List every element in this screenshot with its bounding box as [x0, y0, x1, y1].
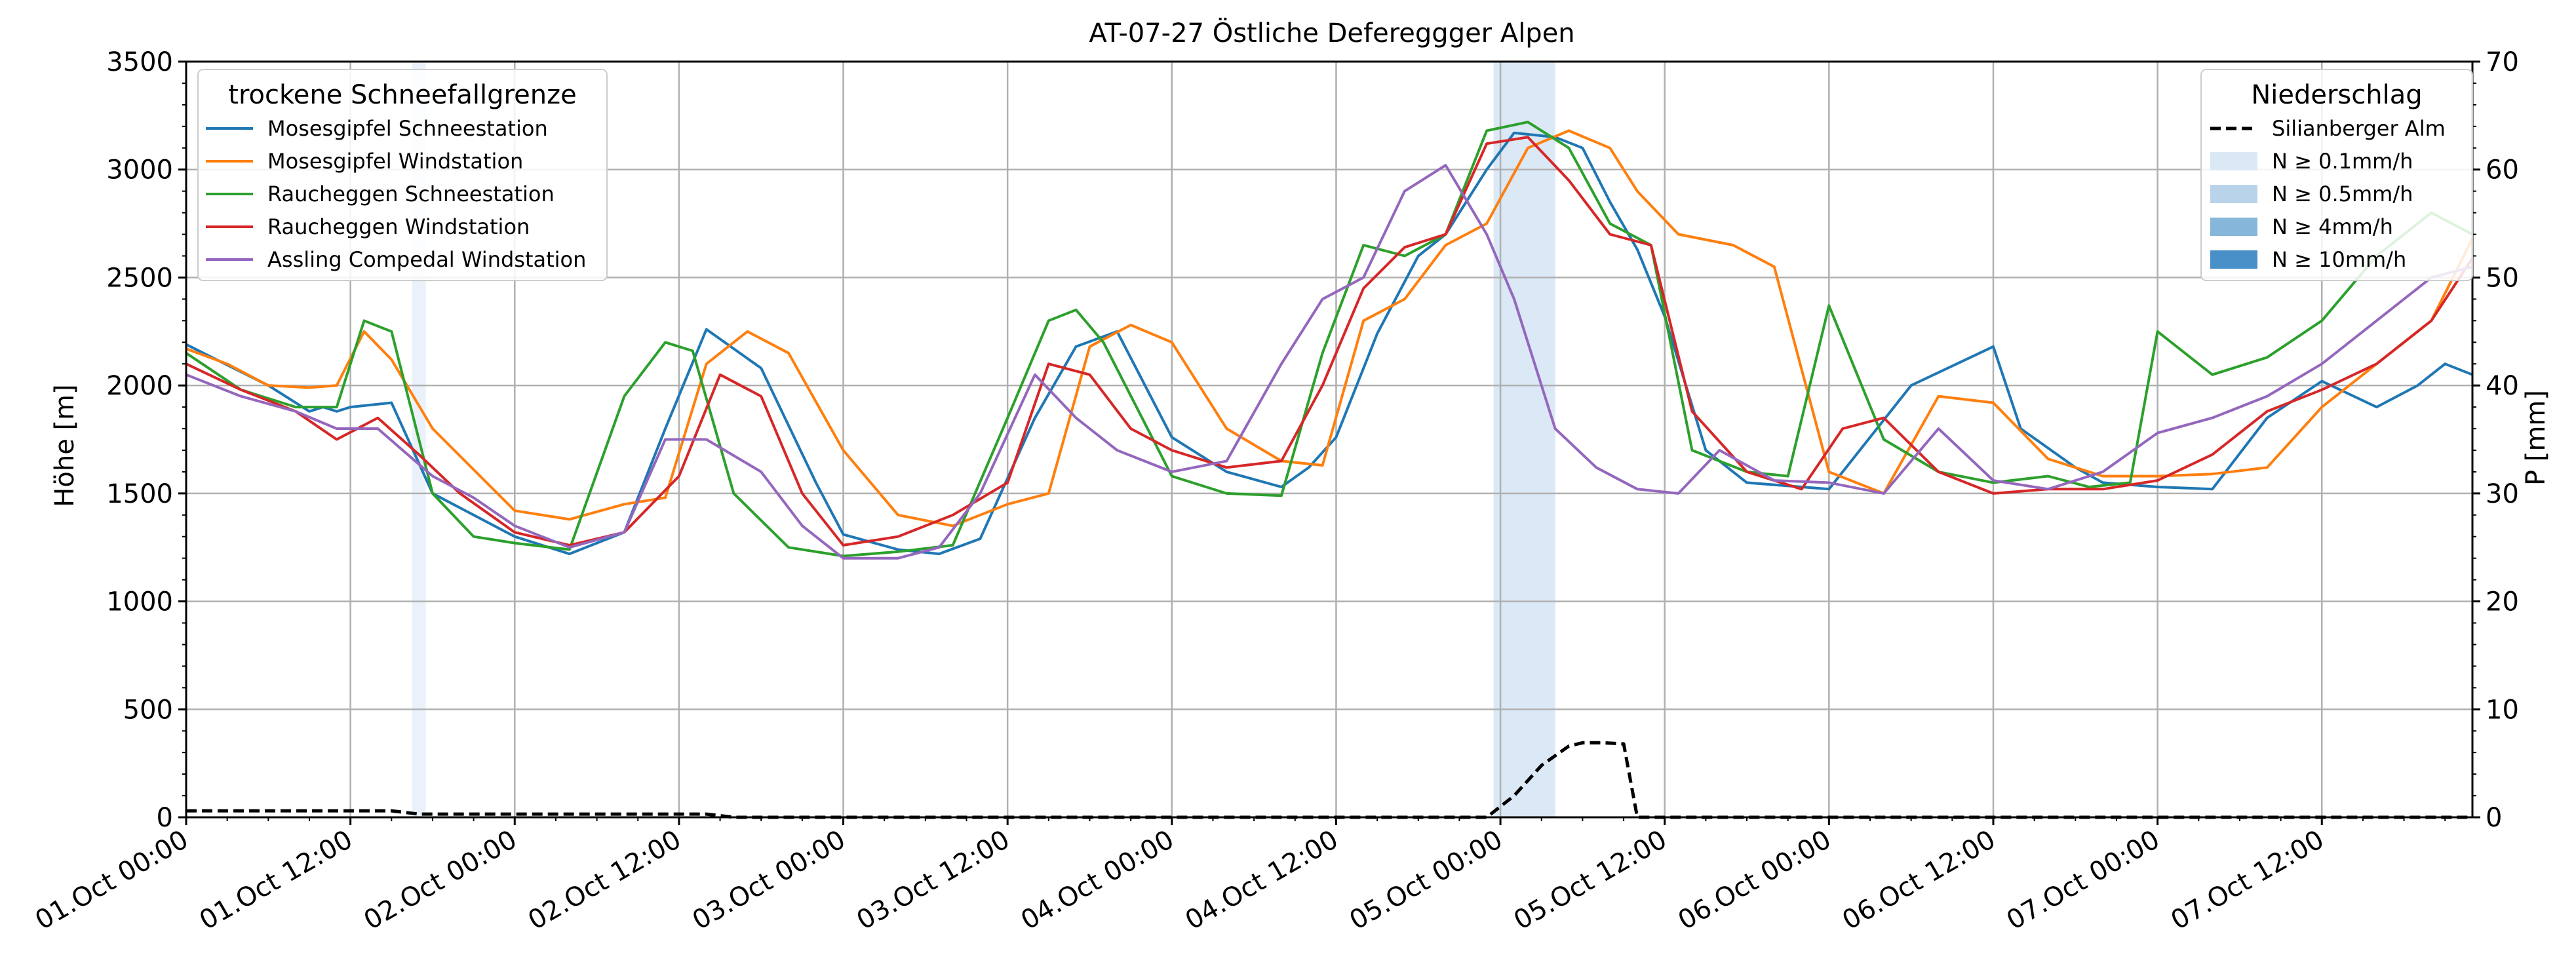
legend-label: N ≥ 10mm/h: [2272, 247, 2406, 272]
legend-label: Mosesgipfel Schneestation: [267, 116, 548, 141]
y2-axis-label: P [mm]: [2521, 390, 2551, 486]
legend-swatch: [2210, 218, 2257, 236]
x-tick-label: 05.Oct 00:00: [1344, 824, 1508, 936]
x-tick-label: 01.Oct 12:00: [195, 824, 358, 936]
y-tick-label: 1000: [106, 587, 173, 617]
y2-tick-label: 0: [2486, 803, 2502, 833]
legend-snowline: trockene Schneefallgrenze Mosesgipfel Sc…: [197, 69, 608, 281]
legend-label: Silianberger Alm: [2272, 116, 2446, 141]
x-tick-label: 04.Oct 12:00: [1181, 824, 1344, 936]
y2-tick-label: 40: [2486, 371, 2519, 401]
legend-precipitation: Niederschlag Silianberger Alm N ≥ 0.1mm/h…: [2200, 69, 2473, 281]
y2-tick-label: 30: [2486, 479, 2519, 509]
y2-tick-label: 20: [2486, 587, 2519, 617]
x-tick-label: 07.Oct 12:00: [2166, 824, 2329, 936]
y-tick-label: 0: [157, 803, 173, 833]
series-line: [185, 129, 2474, 528]
x-tick-label: 06.Oct 00:00: [1673, 824, 1837, 936]
x-tick-label: 03.Oct 00:00: [688, 824, 851, 936]
legend-label: Raucheggen Windstation: [267, 214, 530, 239]
x-tick-label: 05.Oct 12:00: [1509, 824, 1672, 936]
series-line: [186, 741, 2472, 819]
legend-label: N ≥ 4mm/h: [2272, 214, 2393, 239]
y-tick-label: 2500: [106, 263, 173, 293]
series-line: [185, 121, 2473, 558]
legend-label: Mosesgipfel Windstation: [267, 149, 523, 174]
legend-label: Assling Compedal Windstation: [267, 247, 586, 272]
legend-swatch: [2210, 152, 2257, 170]
precip-shade: [1493, 62, 1555, 817]
y-tick-label: 3500: [106, 47, 173, 77]
legend-swatch: [2210, 250, 2257, 269]
series-line: [185, 164, 2473, 560]
legend-label: Raucheggen Schneestation: [267, 182, 555, 206]
legend-label: N ≥ 0.1mm/h: [2272, 149, 2413, 174]
y2-tick-label: 70: [2486, 47, 2519, 77]
legend-swatch: [2210, 185, 2257, 203]
x-tick-label: 02.Oct 12:00: [523, 824, 686, 936]
x-tick-label: 04.Oct 00:00: [1016, 824, 1179, 936]
y2-tick-label: 60: [2486, 155, 2519, 185]
legend-snowline-title: trockene Schneefallgrenze: [228, 80, 576, 110]
legend-precipitation-title: Niederschlag: [2251, 80, 2422, 110]
precip-shaded-regions: [412, 62, 1555, 817]
series-lines: [185, 121, 2474, 819]
x-tick-label: 06.Oct 12:00: [1837, 824, 2000, 936]
x-tick-label: 03.Oct 12:00: [851, 824, 1015, 936]
plot-frame: [185, 60, 2474, 819]
y-tick-label: 3000: [106, 155, 173, 185]
x-tick-label: 02.Oct 00:00: [359, 824, 522, 936]
x-tick-label: 01.Oct 00:00: [30, 824, 193, 936]
chart-title: AT-07-27 Östliche Defereggger Alpen: [1089, 17, 1574, 48]
legend-label: N ≥ 0.5mm/h: [2272, 182, 2413, 206]
y-tick-label: 500: [123, 695, 173, 725]
y2-tick-label: 50: [2486, 263, 2519, 293]
y-axis-label: Höhe [m]: [50, 384, 80, 507]
y2-tick-label: 10: [2486, 695, 2519, 725]
x-tick-label: 07.Oct 00:00: [2002, 824, 2165, 936]
y-tick-label: 1500: [106, 479, 173, 509]
y-tick-label: 2000: [106, 371, 173, 401]
